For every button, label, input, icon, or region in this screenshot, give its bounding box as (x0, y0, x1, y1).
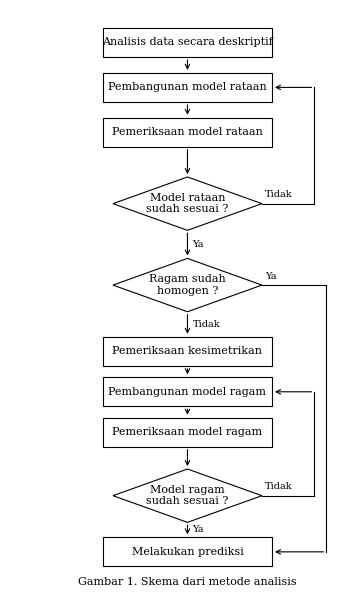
Text: Pemeriksaan kesimetrikan: Pemeriksaan kesimetrikan (112, 346, 262, 356)
Polygon shape (113, 259, 262, 312)
Text: Pembangunan model ragam: Pembangunan model ragam (108, 387, 266, 397)
FancyBboxPatch shape (103, 337, 272, 366)
FancyBboxPatch shape (103, 73, 272, 102)
Text: Tidak: Tidak (193, 320, 220, 329)
Text: Model ragam
sudah sesuai ?: Model ragam sudah sesuai ? (146, 485, 229, 507)
Text: Pembangunan model rataan: Pembangunan model rataan (108, 82, 267, 92)
FancyBboxPatch shape (103, 418, 272, 447)
Text: Ya: Ya (265, 272, 277, 281)
Text: Ya: Ya (193, 240, 204, 249)
Polygon shape (113, 177, 262, 230)
Text: Melakukan prediksi: Melakukan prediksi (131, 547, 244, 557)
Text: Pemeriksaan model rataan: Pemeriksaan model rataan (112, 128, 263, 137)
Text: Analisis data secara deskriptif: Analisis data secara deskriptif (102, 38, 273, 48)
Text: Model rataan
sudah sesuai ?: Model rataan sudah sesuai ? (146, 193, 229, 215)
Text: Tidak: Tidak (265, 190, 293, 199)
Polygon shape (113, 469, 262, 522)
Text: Gambar 1. Skema dari metode analisis: Gambar 1. Skema dari metode analisis (78, 576, 297, 586)
FancyBboxPatch shape (103, 28, 272, 57)
FancyBboxPatch shape (103, 377, 272, 406)
Text: Ragam sudah
homogen ?: Ragam sudah homogen ? (149, 274, 226, 296)
FancyBboxPatch shape (103, 537, 272, 566)
Text: Tidak: Tidak (265, 482, 293, 491)
Text: Pemeriksaan model ragam: Pemeriksaan model ragam (112, 427, 262, 437)
FancyBboxPatch shape (103, 118, 272, 147)
Text: Ya: Ya (193, 525, 204, 534)
